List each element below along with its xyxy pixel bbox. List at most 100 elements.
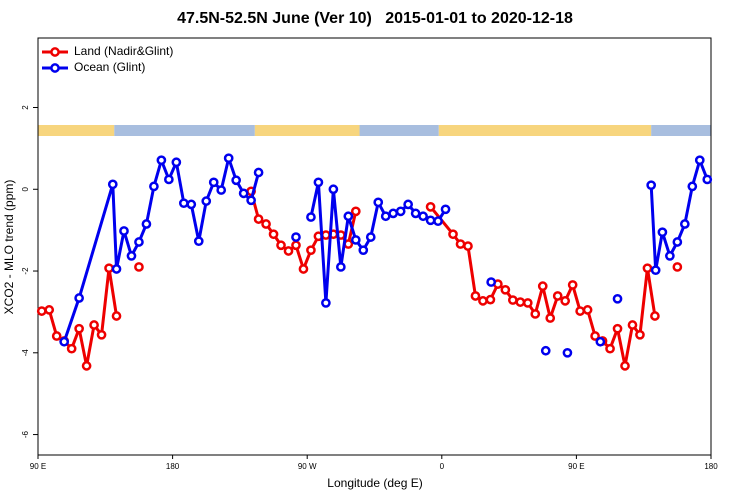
data-point: [44, 305, 55, 315]
data-point: [253, 214, 264, 224]
y-tick-label: -4: [21, 349, 30, 357]
data-point: [156, 155, 167, 166]
data-point: [650, 311, 660, 321]
data-point: [313, 177, 324, 188]
data-point: [149, 181, 159, 192]
data-point: [507, 295, 518, 305]
data-point: [59, 336, 70, 347]
surface-band: [651, 125, 711, 136]
data-point: [350, 235, 361, 245]
data-point: [111, 311, 122, 321]
series-line: [42, 191, 678, 366]
surface-band: [438, 125, 652, 136]
data-point: [208, 177, 219, 188]
x-tick-label: 180: [166, 462, 180, 471]
x-tick-label: 90 E: [30, 462, 46, 471]
data-point: [238, 188, 249, 199]
data-point: [448, 229, 458, 240]
surface-band: [254, 125, 360, 136]
data-point: [403, 199, 413, 210]
data-point: [104, 263, 114, 274]
data-point: [134, 262, 144, 272]
data-point: [605, 343, 615, 354]
data-point: [537, 281, 548, 292]
x-tick-label: 180: [704, 462, 718, 471]
data-point: [635, 329, 645, 340]
data-point: [552, 291, 563, 301]
data-point: [665, 251, 675, 261]
surface-band: [359, 125, 439, 136]
data-point: [231, 175, 242, 186]
data-point: [582, 305, 593, 315]
data-point: [298, 264, 309, 274]
legend-marker: [50, 47, 60, 57]
data-point: [440, 204, 451, 215]
data-point: [193, 236, 204, 247]
data-point: [223, 153, 234, 164]
data-point: [687, 181, 698, 192]
data-point: [119, 226, 129, 236]
data-point: [425, 215, 436, 226]
y-tick-label: 0: [21, 186, 30, 191]
data-point: [186, 199, 197, 210]
data-point: [620, 361, 630, 371]
data-point: [627, 320, 638, 330]
data-point: [650, 265, 661, 276]
data-point: [388, 208, 399, 219]
data-point: [358, 245, 369, 256]
surface-band: [38, 125, 115, 136]
data-point: [51, 331, 62, 341]
data-point: [306, 245, 316, 256]
data-point: [74, 293, 84, 303]
x-tick-label: 0: [440, 462, 445, 471]
data-point: [522, 298, 533, 308]
data-point: [336, 262, 346, 272]
data-point: [425, 201, 436, 212]
data-point: [134, 237, 144, 247]
data-point: [463, 241, 473, 251]
data-point: [560, 296, 571, 306]
data-point: [418, 211, 428, 222]
data-point: [567, 280, 578, 290]
data-point: [500, 284, 511, 295]
data-point: [171, 157, 182, 168]
data-point: [642, 263, 653, 274]
data-point: [291, 232, 301, 242]
y-tick-label: -2: [21, 267, 30, 275]
chart-title: 47.5N-52.5N June (Ver 10) 2015-01-01 to …: [177, 10, 573, 27]
data-point: [485, 294, 496, 305]
data-point: [81, 361, 92, 371]
x-tick-label: 90 E: [568, 462, 584, 471]
data-point: [283, 246, 294, 256]
data-point: [321, 298, 331, 308]
data-point: [365, 232, 376, 242]
legend-marker: [50, 63, 60, 73]
data-point: [36, 306, 47, 316]
plot-frame: [37, 37, 712, 456]
data-point: [107, 179, 118, 190]
data-point: [657, 227, 668, 238]
data-point: [350, 206, 361, 217]
data-point: [328, 184, 339, 195]
data-point: [455, 239, 466, 249]
data-point: [672, 237, 683, 247]
data-point: [96, 329, 107, 340]
y-axis-label: XCO2 - MLO trend (ppm): [2, 180, 16, 315]
data-point: [291, 240, 301, 251]
data-point: [306, 212, 316, 222]
data-point: [470, 291, 481, 301]
data-point: [261, 219, 271, 229]
data-point: [276, 240, 286, 251]
data-point: [545, 313, 556, 323]
series-line: [62, 156, 709, 343]
data-point: [672, 262, 683, 272]
data-point: [373, 197, 384, 208]
data-point: [562, 347, 573, 358]
x-tick-label: 90 W: [298, 462, 317, 471]
data-point: [178, 198, 189, 209]
data-point: [679, 219, 690, 229]
data-point: [321, 230, 331, 240]
data-point: [595, 336, 606, 347]
data-point: [612, 293, 623, 304]
